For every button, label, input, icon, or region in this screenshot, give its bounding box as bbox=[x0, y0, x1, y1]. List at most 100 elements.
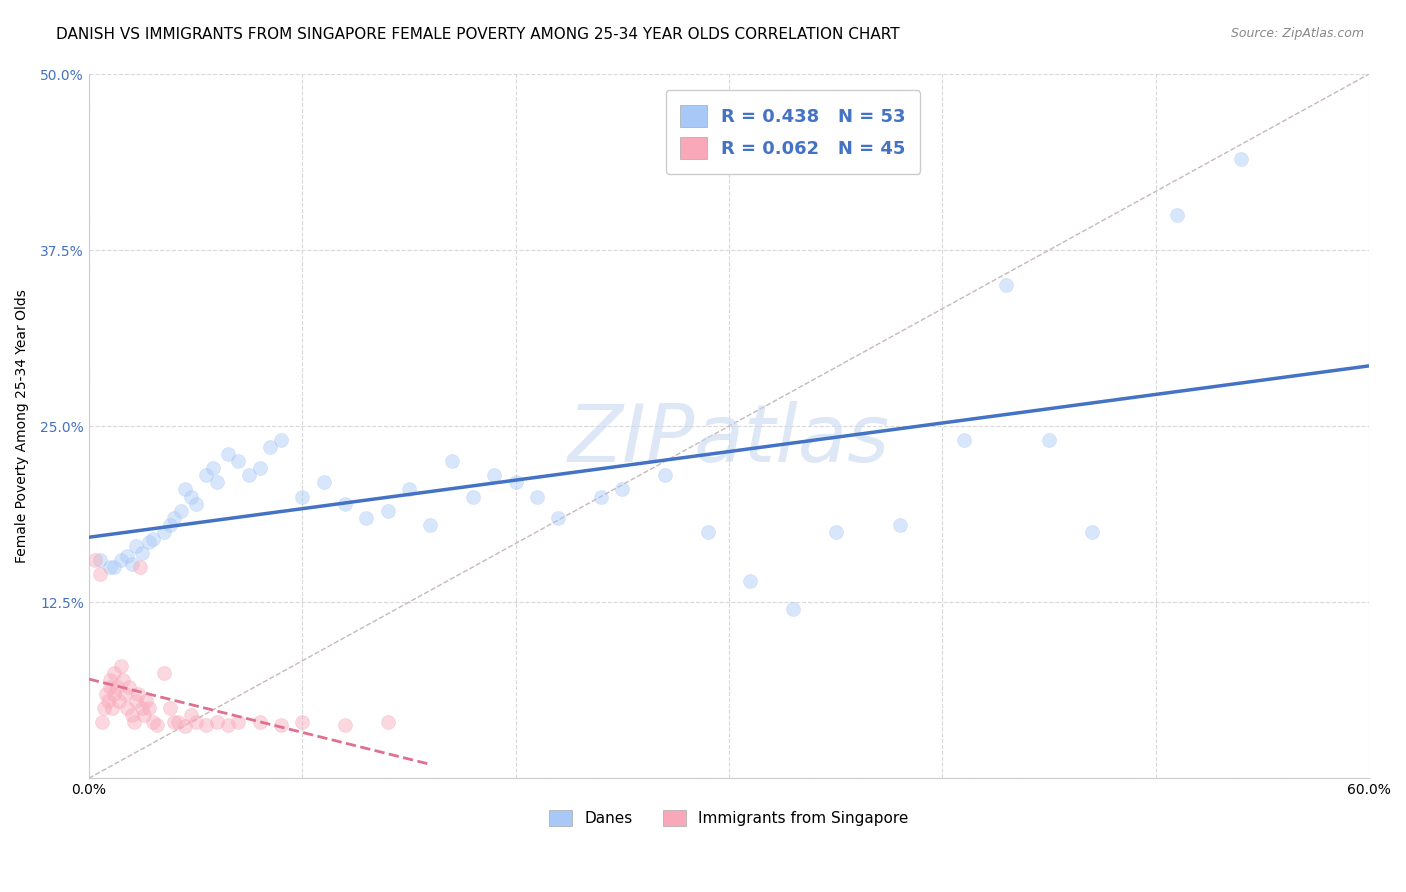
Point bbox=[184, 714, 207, 729]
Point bbox=[291, 714, 314, 729]
Point bbox=[259, 440, 281, 454]
Point bbox=[173, 719, 195, 733]
Point bbox=[354, 510, 377, 524]
Point bbox=[889, 517, 911, 532]
Point bbox=[101, 701, 124, 715]
Point bbox=[152, 665, 174, 680]
Point bbox=[505, 475, 527, 490]
Point bbox=[103, 665, 125, 680]
Point bbox=[1230, 152, 1253, 166]
Point bbox=[217, 717, 239, 731]
Point bbox=[1038, 434, 1060, 448]
Point bbox=[131, 546, 153, 560]
Point bbox=[90, 714, 112, 729]
Point bbox=[440, 454, 463, 468]
Point bbox=[249, 461, 271, 475]
Point bbox=[201, 461, 224, 475]
Point bbox=[129, 560, 152, 574]
Point bbox=[142, 714, 165, 729]
Legend: Danes, Immigrants from Singapore: Danes, Immigrants from Singapore bbox=[541, 803, 917, 834]
Point bbox=[180, 707, 202, 722]
Point bbox=[152, 524, 174, 539]
Point bbox=[103, 560, 125, 574]
Point bbox=[180, 490, 202, 504]
Point bbox=[333, 497, 356, 511]
Point bbox=[461, 490, 484, 504]
Point bbox=[134, 707, 156, 722]
Point bbox=[270, 717, 292, 731]
Point bbox=[377, 714, 399, 729]
Text: Source: ZipAtlas.com: Source: ZipAtlas.com bbox=[1230, 27, 1364, 40]
Point bbox=[484, 468, 506, 483]
Point bbox=[135, 694, 157, 708]
Point bbox=[169, 503, 191, 517]
Point bbox=[217, 447, 239, 461]
Point bbox=[173, 483, 195, 497]
Point bbox=[167, 714, 190, 729]
Text: DANISH VS IMMIGRANTS FROM SINGAPORE FEMALE POVERTY AMONG 25-34 YEAR OLDS CORRELA: DANISH VS IMMIGRANTS FROM SINGAPORE FEMA… bbox=[56, 27, 900, 42]
Point bbox=[117, 701, 139, 715]
Point bbox=[195, 468, 218, 483]
Point bbox=[118, 680, 141, 694]
Point bbox=[195, 717, 218, 731]
Point bbox=[114, 687, 136, 701]
Point bbox=[159, 517, 181, 532]
Point bbox=[526, 490, 548, 504]
Point bbox=[547, 510, 569, 524]
Y-axis label: Female Poverty Among 25-34 Year Olds: Female Poverty Among 25-34 Year Olds bbox=[15, 289, 30, 563]
Point bbox=[612, 483, 634, 497]
Point bbox=[740, 574, 762, 588]
Point bbox=[125, 694, 148, 708]
Point bbox=[98, 680, 121, 694]
Point bbox=[107, 694, 129, 708]
Point bbox=[205, 714, 228, 729]
Point bbox=[84, 553, 107, 567]
Point bbox=[419, 517, 441, 532]
Point bbox=[97, 694, 120, 708]
Point bbox=[1080, 524, 1102, 539]
Point bbox=[205, 475, 228, 490]
Point bbox=[98, 673, 121, 687]
Point bbox=[184, 497, 207, 511]
Point bbox=[89, 553, 111, 567]
Point bbox=[103, 687, 125, 701]
Point bbox=[111, 673, 134, 687]
Point bbox=[142, 532, 165, 546]
Point bbox=[782, 602, 804, 616]
Point bbox=[117, 549, 139, 563]
Point bbox=[995, 278, 1018, 293]
Point bbox=[824, 524, 846, 539]
Point bbox=[291, 490, 314, 504]
Point bbox=[238, 468, 260, 483]
Point bbox=[163, 714, 186, 729]
Point bbox=[398, 483, 420, 497]
Point bbox=[121, 557, 143, 571]
Point bbox=[146, 717, 169, 731]
Point bbox=[138, 701, 160, 715]
Text: ZIPatlas: ZIPatlas bbox=[568, 401, 890, 479]
Point bbox=[952, 434, 974, 448]
Point bbox=[226, 454, 249, 468]
Point bbox=[122, 714, 145, 729]
Point bbox=[377, 503, 399, 517]
Point bbox=[89, 567, 111, 582]
Point bbox=[226, 714, 249, 729]
Point bbox=[270, 434, 292, 448]
Point bbox=[159, 701, 181, 715]
Point bbox=[105, 680, 128, 694]
Point bbox=[163, 510, 186, 524]
Point bbox=[110, 553, 132, 567]
Point bbox=[93, 701, 115, 715]
Point bbox=[654, 468, 676, 483]
Point bbox=[1166, 208, 1188, 222]
Point bbox=[125, 539, 148, 553]
Point bbox=[312, 475, 335, 490]
Point bbox=[696, 524, 718, 539]
Point bbox=[94, 687, 117, 701]
Point bbox=[249, 714, 271, 729]
Point bbox=[131, 701, 153, 715]
Point bbox=[127, 687, 149, 701]
Point bbox=[333, 717, 356, 731]
Point bbox=[110, 658, 132, 673]
Point bbox=[98, 560, 121, 574]
